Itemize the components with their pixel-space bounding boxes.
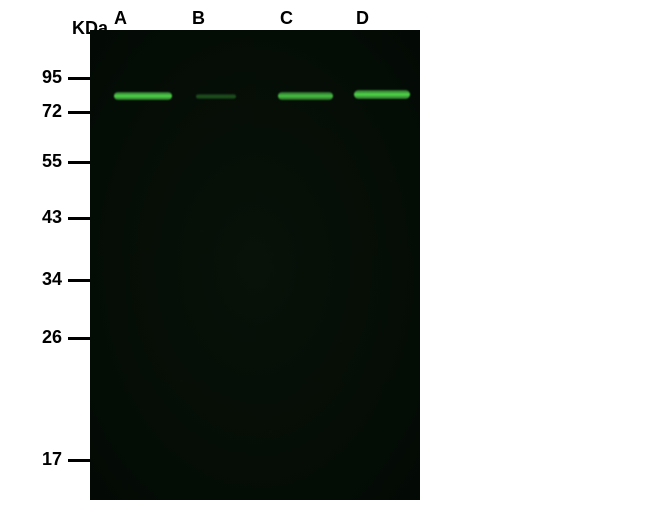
marker-label: 34 xyxy=(30,269,62,290)
lane-label: B xyxy=(192,8,205,29)
lane-label: D xyxy=(356,8,369,29)
protein-band xyxy=(114,92,172,100)
marker-tick xyxy=(68,337,90,340)
protein-band xyxy=(354,90,410,99)
marker-tick xyxy=(68,77,90,80)
marker-label: 55 xyxy=(30,151,62,172)
marker-tick xyxy=(68,111,90,114)
marker-label: 17 xyxy=(30,449,62,470)
blot-membrane xyxy=(90,30,420,500)
marker-label: 43 xyxy=(30,207,62,228)
marker-label: 95 xyxy=(30,67,62,88)
marker-label: 26 xyxy=(30,327,62,348)
marker-tick xyxy=(68,279,90,282)
protein-band xyxy=(196,94,236,99)
protein-band xyxy=(278,92,333,100)
marker-label: 72 xyxy=(30,101,62,122)
lane-label: A xyxy=(114,8,127,29)
lane-label: C xyxy=(280,8,293,29)
marker-tick xyxy=(68,161,90,164)
marker-tick xyxy=(68,217,90,220)
marker-tick xyxy=(68,459,90,462)
